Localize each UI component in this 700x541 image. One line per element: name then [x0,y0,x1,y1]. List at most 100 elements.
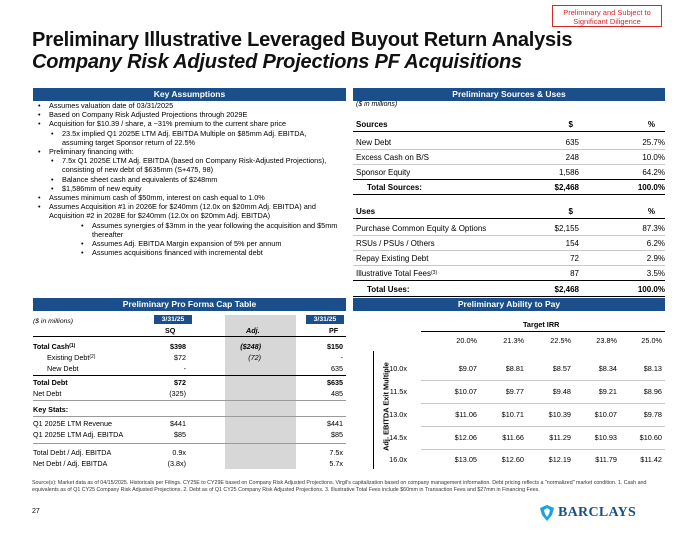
page-title: Preliminary Illustrative Leveraged Buyou… [32,29,573,51]
cap-stat-pf: $85 [331,430,343,439]
target-irr-label: Target IRR [523,320,560,329]
irr-row-rule [421,403,665,404]
uses-label: Uses [356,207,376,216]
sources-row: Excess Cash on B/S 248 10.0% [353,150,665,165]
exit-multiple-label: 16.0x [389,455,407,464]
assumption-item: Assumes minimum cash of $50mm, interest … [36,193,338,202]
footnote: Source(s): Market data as of 04/15/2025.… [32,480,647,493]
cap-table: ($ in millions) 3/31/25 3/31/25 SQ Adj. … [33,312,346,472]
cap-stat-pf: $441 [327,419,343,428]
stamp-line-1: Preliminary and Subject to [563,8,651,17]
irr-column-header: 20.0% [456,336,477,345]
cap-ratio-row: Net Debt / Adj. EBITDA (3.8x) 5.7x [33,458,346,469]
irr-value-cell: $10.07 [594,410,617,419]
sources-uses-unit: ($ in millions) [356,101,398,108]
key-stats-label-row: Key Stats: [33,404,346,415]
irr-row-rule [421,380,665,381]
cap-stat-label: Q1 2025E LTM Revenue [33,419,112,428]
sources-uses-header: Preliminary Sources & Uses [353,88,665,101]
cap-row-adj: (72) [248,353,261,362]
sources-label: Sources [356,120,388,129]
irr-value-cell: $12.60 [501,455,524,464]
irr-value-cell: $10.71 [501,410,524,419]
page-subtitle: Company Risk Adjusted Projections PF Acq… [32,51,522,73]
sources-row-amount: 1,586 [558,168,579,177]
cap-ratio-row: Total Debt / Adj. EBITDA 0.9x 7.5x [33,447,346,458]
uses-row-pct: 3.5% [646,269,665,278]
cap-table-row: New Debt - 635 [33,363,346,374]
irr-column-header: 22.5% [550,336,571,345]
irr-value-cell: $9.48 [552,387,571,396]
sources-total-label: Total Sources: [367,183,422,192]
sources-row-label: New Debt [356,138,392,147]
sources-row-pct: 25.7% [642,138,665,147]
assumption-subitem: 7.5x Q1 2025E LTM Adj. EBITDA (based on … [36,156,338,174]
uses-row: Purchase Common Equity & Options $2,155 … [353,221,665,236]
uses-pct-col: % [647,207,655,216]
cap-stat-row: Q1 2025E LTM Revenue $441 $441 [33,418,346,429]
irr-header-rule [421,331,665,332]
uses-row-amount: 72 [570,254,579,263]
sources-row-amount: 635 [565,138,579,147]
uses-row-amount: 154 [565,239,579,248]
cap-row-text: Total Cash [33,342,70,351]
cap-row-label: Total Debt [33,378,68,387]
sources-row-label: Excess Cash on B/S [356,153,429,162]
eagle-icon [540,505,554,521]
sources-pct-col: % [647,120,655,129]
sq-date-header: 3/31/25 [154,315,192,324]
footnote-marker: (2) [89,354,96,360]
key-stats-label: Key Stats: [33,405,69,414]
irr-value-cell: $12.06 [454,433,477,442]
sources-total-amount: $2,468 [554,183,579,192]
cap-row-label: Existing Debt(2) [47,352,95,363]
irr-value-cell: $12.19 [548,455,571,464]
footnote-marker: (3) [431,270,438,276]
uses-row-label: Purchase Common Equity & Options [356,224,487,233]
sources-total-row: Total Sources: $2,468 100.0% [353,180,665,195]
logo-text: BARCLAYS [558,505,637,520]
cap-table-rule [33,375,346,376]
cap-table-unit: ($ in millions) [33,318,74,325]
cap-table-header-rule [33,336,346,337]
cap-row-label: New Debt [47,364,79,373]
cap-row-sq: - [183,364,186,373]
exit-multiple-label: 10.0x [389,364,407,373]
adj-column-header: Adj. [246,326,260,335]
cap-row-sq: (325) [169,389,186,398]
irr-value-cell: $8.81 [505,364,524,373]
cap-stat-sq: $441 [170,419,186,428]
cap-row-text: Existing Debt [47,353,90,362]
uses-row: Illustrative Total Fees(3) 87 3.5% [353,266,665,281]
uses-row: Repay Existing Debt 72 2.9% [353,251,665,266]
sources-row: New Debt 635 25.7% [353,135,665,150]
uses-row-label: Repay Existing Debt [356,254,429,263]
uses-total-row: Total Uses: $2,468 100.0% [353,282,665,297]
exit-multiple-label: 11.5x [389,387,407,396]
uses-row-pct: 2.9% [646,254,665,263]
cap-row-label: Total Cash(1) [33,341,75,352]
fees-label: Illustrative Total Fees [356,269,431,278]
cap-stat-label: Q1 2025E LTM Adj. EBITDA [33,430,124,439]
irr-value-cell: $13.05 [454,455,477,464]
assumption-item: Assumes Acquisition #1 in 2026E for $240… [36,202,338,220]
footnote-marker: (1) [69,343,76,349]
cap-table-rule [33,443,346,444]
irr-value-cell: $11.42 [640,455,662,464]
sources-row-label: Sponsor Equity [356,168,411,177]
irr-value-cell: $8.34 [598,364,617,373]
cap-table-row: Net Debt (325) 485 [33,388,346,399]
uses-header-row: Uses $ % [353,204,665,219]
cap-table-rule [33,400,346,401]
assumption-subitem: Balance sheet cash and equivalents of $2… [36,175,338,184]
sources-row: Sponsor Equity 1,586 64.2% [353,165,665,180]
stamp-line-2: Significant Diligence [573,17,641,26]
irr-value-cell: $9.77 [505,387,524,396]
assumption-item: Preliminary financing with: [36,147,338,156]
key-assumptions-header: Key Assumptions [33,88,346,101]
cap-row-sq: $398 [170,342,186,351]
sources-row-pct: 10.0% [642,153,665,162]
irr-column-header: 21.3% [503,336,524,345]
sources-dollar-col: $ [568,120,573,129]
irr-value-cell: $9.07 [458,364,477,373]
